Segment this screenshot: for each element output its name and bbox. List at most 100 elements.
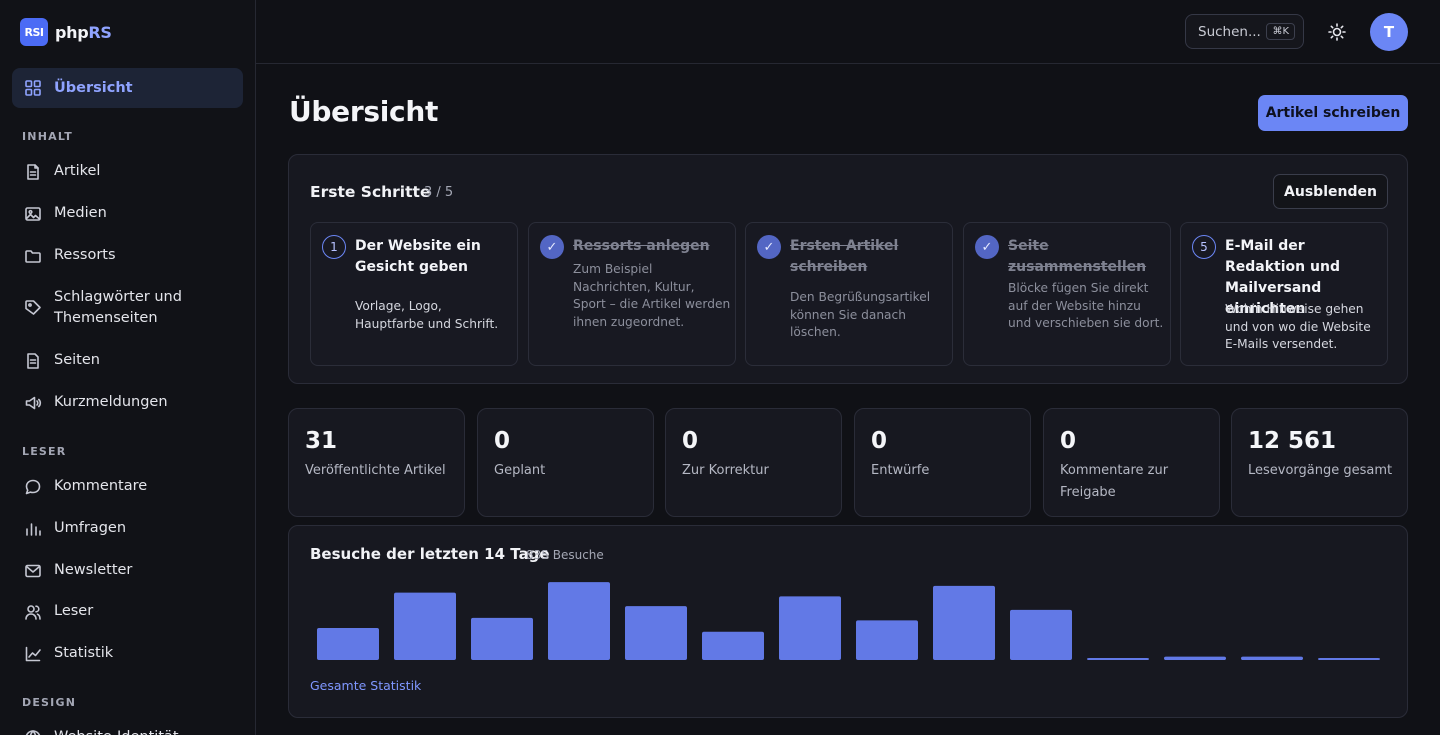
sidebar-item-label: Seiten: [54, 352, 100, 368]
sidebar-item-articles[interactable]: Artikel: [12, 161, 243, 182]
stat-value: 12 561: [1248, 428, 1337, 454]
users-icon: [25, 604, 41, 620]
chart-bar[interactable]: [548, 582, 610, 660]
stat-card-scheduled[interactable]: 0 Geplant: [477, 408, 654, 517]
check-icon: ✓: [975, 235, 999, 259]
sidebar-item-pages[interactable]: Seiten: [12, 350, 243, 371]
page-title: Übersicht: [289, 95, 439, 128]
sidebar-item-website-identity[interactable]: Website-Identität: [12, 727, 243, 735]
section-label-readers: LESER: [22, 445, 67, 458]
sidebar-item-label: Schlagwörter und Themenseiten: [54, 289, 182, 326]
stat-value: 0: [871, 428, 888, 454]
stat-label: Kommentare zur Freigabe: [1060, 463, 1169, 500]
grid-icon: [25, 80, 41, 96]
document-icon: [27, 163, 39, 180]
sidebar-item-readers[interactable]: Leser: [12, 601, 243, 622]
stat-card-published[interactable]: 31 Veröffentlichte Artikel: [288, 408, 465, 517]
megaphone-icon: [25, 396, 42, 409]
visits-chart-card: Besuche der letzten 14 Tage 835 Besuche …: [288, 525, 1408, 718]
step-description: Zum Beispiel Nachrichten, Kultur, Sport …: [573, 262, 731, 329]
chart-bar[interactable]: [471, 617, 533, 660]
top-bar: Suchen... ⌘K T: [256, 0, 1440, 64]
sidebar-item-label: Leser: [54, 603, 94, 619]
sidebar-item-label: Umfragen: [54, 520, 127, 536]
step-card-4[interactable]: ✓ Seite zusammenstellen Blöcke fügen Sie…: [963, 222, 1171, 366]
chart-bar[interactable]: [394, 592, 456, 660]
getting-started-card: Erste Schritte 3 / 5 Ausblenden 1 Der We…: [288, 154, 1408, 384]
sidebar-item-polls[interactable]: Umfragen: [12, 518, 243, 539]
globe-icon: [25, 729, 41, 735]
chart-total-visits: 835 Besuche: [526, 548, 604, 562]
logo-text: phpRS: [55, 22, 112, 42]
theme-toggle-button[interactable]: [1323, 18, 1351, 46]
check-icon: ✓: [540, 235, 564, 259]
sidebar-item-sections[interactable]: Ressorts: [12, 245, 243, 266]
chart-bar[interactable]: [1318, 658, 1380, 660]
step-card-5[interactable]: 5 E-Mail der Redaktion und Mailversand e…: [1180, 222, 1388, 366]
getting-started-title: Erste Schritte: [310, 183, 431, 201]
sidebar-item-label: Artikel: [54, 163, 101, 179]
search-button[interactable]: Suchen... ⌘K: [1185, 14, 1304, 49]
sidebar-item-label: Statistik: [54, 645, 114, 661]
chat-icon: [25, 479, 41, 494]
search-shortcut: ⌘K: [1266, 23, 1295, 40]
mail-icon: [25, 564, 41, 577]
search-label: Suchen...: [1198, 23, 1261, 40]
chart-bar[interactable]: [625, 606, 687, 660]
step-number-badge: 5: [1192, 235, 1216, 259]
sidebar-item-tags[interactable]: Schlagwörter und Themenseiten: [12, 287, 243, 329]
chart-title: Besuche der letzten 14 Tage: [310, 545, 550, 563]
stat-card-pending-comments[interactable]: 0 Kommentare zur Freigabe: [1043, 408, 1220, 517]
step-title: Ressorts anlegen: [573, 238, 710, 254]
chart-bar[interactable]: [1241, 656, 1303, 660]
stat-label: Veröffentlichte Artikel: [305, 463, 446, 478]
sidebar-item-media[interactable]: Medien: [12, 203, 243, 224]
chart-bar[interactable]: [779, 596, 841, 660]
sidebar-item-label: Website-Identität: [54, 727, 179, 735]
image-icon: [25, 206, 41, 221]
stat-card-reads[interactable]: 12 561 Lesevorgänge gesamt: [1231, 408, 1408, 517]
sidebar-item-overview[interactable]: Übersicht: [12, 68, 243, 108]
stat-value: 31: [305, 428, 338, 454]
sidebar-item-label: Newsletter: [54, 562, 133, 578]
hide-button[interactable]: Ausblenden: [1273, 174, 1388, 209]
chart-bar[interactable]: [1010, 609, 1072, 660]
stat-label: Zur Korrektur: [682, 463, 769, 478]
sidebar-item-news[interactable]: Kurzmeldungen: [12, 392, 243, 413]
sidebar-item-label: Ressorts: [54, 247, 116, 263]
stat-value: 0: [1060, 428, 1077, 454]
step-title: Seite zusammenstellen: [1008, 238, 1147, 275]
page-icon: [27, 352, 39, 369]
step-number-badge: 1: [322, 235, 346, 259]
step-description: Den Begrüßungsartikel können Sie danach …: [790, 290, 931, 339]
sidebar-item-comments[interactable]: Kommentare: [12, 476, 243, 497]
chart-bar[interactable]: [1087, 658, 1149, 660]
chart-bar[interactable]: [702, 631, 764, 660]
sidebar-item-label: Medien: [54, 205, 107, 221]
write-article-button[interactable]: Artikel schreiben: [1258, 95, 1408, 131]
section-label-design: DESIGN: [22, 696, 77, 709]
avatar[interactable]: T: [1370, 13, 1408, 51]
tag-icon: [25, 300, 41, 315]
stat-label: Entwürfe: [871, 463, 930, 478]
stat-value: 0: [682, 428, 699, 454]
sidebar: RSI phpRS Übersicht INHALT Artikel Medie…: [0, 0, 256, 735]
sidebar-item-newsletter[interactable]: Newsletter: [12, 560, 243, 581]
sidebar-item-statistics[interactable]: Statistik: [12, 643, 243, 664]
full-statistics-link[interactable]: Gesamte Statistik: [310, 678, 422, 693]
section-label-content: INHALT: [22, 130, 73, 143]
step-card-1[interactable]: 1 Der Website ein Gesicht geben Vorlage,…: [310, 222, 518, 366]
chart-bar[interactable]: [317, 628, 379, 660]
stat-card-drafts[interactable]: 0 Entwürfe: [854, 408, 1031, 517]
stat-card-review[interactable]: 0 Zur Korrektur: [665, 408, 842, 517]
chart-bar[interactable]: [933, 585, 995, 660]
stat-label: Lesevorgänge gesamt: [1248, 463, 1393, 478]
step-card-3[interactable]: ✓ Ersten Artikel schreiben Den Begrüßung…: [745, 222, 953, 366]
bar-chart-icon: [26, 522, 41, 536]
check-icon: ✓: [757, 235, 781, 259]
chart-bar[interactable]: [1164, 656, 1226, 660]
folder-icon: [25, 249, 41, 263]
step-card-2[interactable]: ✓ Ressorts anlegen Zum Beispiel Nachrich…: [528, 222, 736, 366]
chart-bar[interactable]: [856, 620, 918, 660]
brand-logo[interactable]: RSI phpRS: [20, 18, 112, 46]
